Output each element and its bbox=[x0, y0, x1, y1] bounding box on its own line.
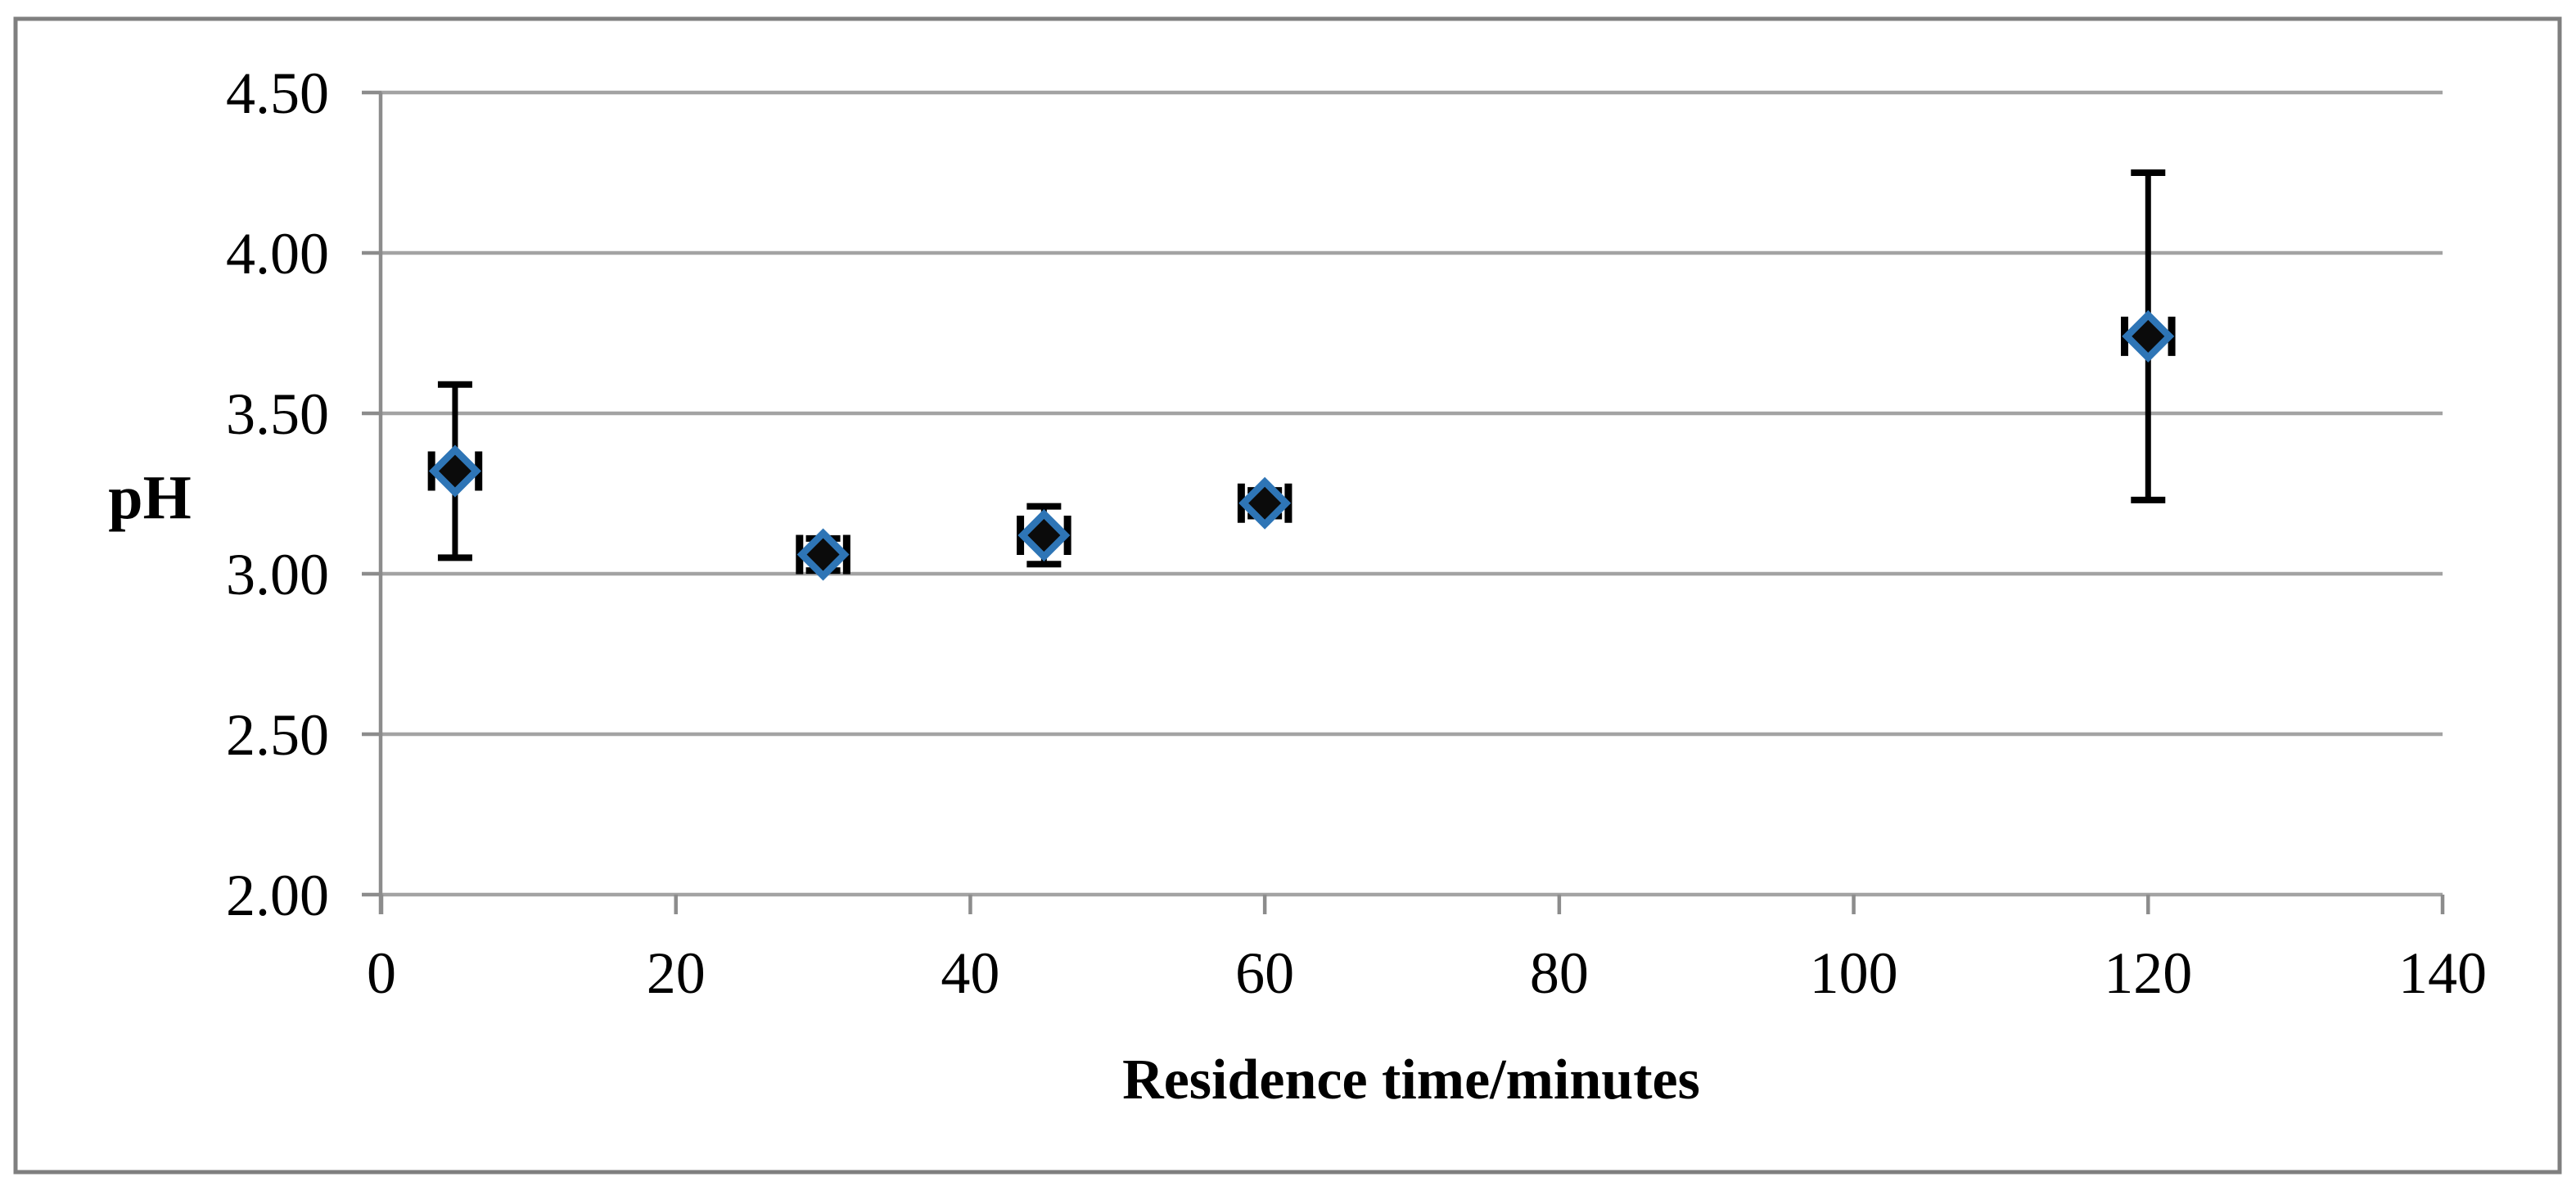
diamond-marker bbox=[2122, 309, 2175, 363]
data-point bbox=[2121, 169, 2176, 503]
diamond-marker bbox=[796, 528, 850, 581]
data-point bbox=[427, 381, 483, 561]
diamond-marker bbox=[428, 444, 481, 498]
y-tick-label: 4.50 bbox=[226, 61, 329, 126]
x-tick-label: 120 bbox=[2104, 940, 2192, 1006]
x-tick-label: 20 bbox=[647, 940, 706, 1006]
x-axis-title: Residence time/minutes bbox=[1122, 1048, 1700, 1112]
y-tick-label: 2.50 bbox=[226, 702, 329, 768]
data-point bbox=[1017, 503, 1071, 568]
x-tick-label: 0 bbox=[367, 940, 396, 1006]
diamond-marker bbox=[1017, 508, 1071, 561]
x-tick-label: 100 bbox=[1810, 940, 1898, 1006]
axes bbox=[362, 90, 2445, 914]
x-tick-label: 140 bbox=[2398, 940, 2487, 1006]
y-axis-title: pH bbox=[108, 463, 191, 532]
data-point bbox=[796, 528, 850, 581]
y-tick-label: 3.00 bbox=[226, 542, 329, 607]
y-tick-label: 4.00 bbox=[226, 221, 329, 286]
tick-labels: 2.00 2.50 3.00 3.50 4.00 4.50 0 20 40 60 80 100 120 1… bbox=[226, 61, 2487, 1006]
data-point bbox=[1237, 476, 1293, 530]
x-tick-label: 80 bbox=[1530, 940, 1589, 1006]
x-tick-label: 60 bbox=[1235, 940, 1294, 1006]
y-tick-label: 3.50 bbox=[226, 381, 329, 447]
y-tick-label: 2.00 bbox=[226, 863, 329, 928]
data-series bbox=[427, 169, 2176, 581]
chart-border bbox=[13, 16, 2562, 1175]
x-tick-label: 40 bbox=[941, 940, 999, 1006]
gridlines bbox=[381, 90, 2443, 897]
diamond-marker bbox=[1238, 476, 1292, 530]
